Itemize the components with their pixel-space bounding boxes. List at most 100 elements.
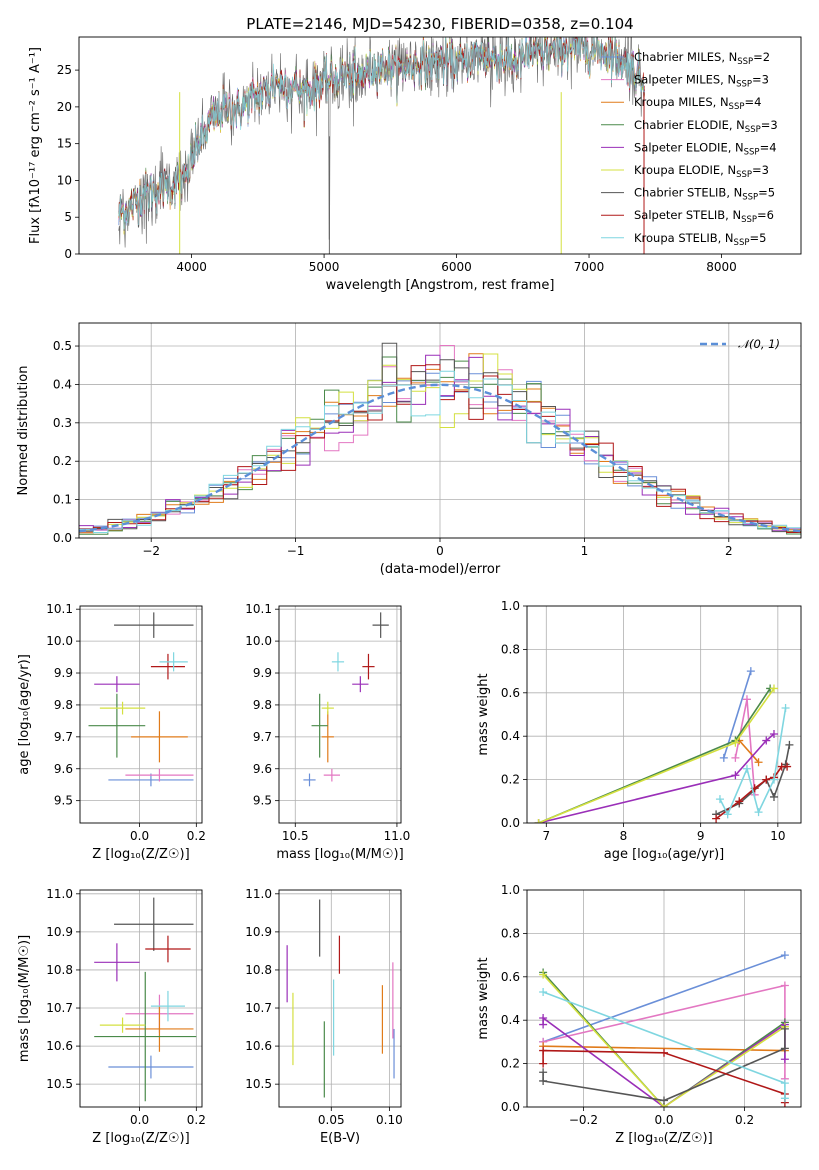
weight-series-5 <box>542 974 786 1107</box>
weight-marker-1-1 <box>742 695 751 704</box>
errorbar-point-7 <box>145 935 191 963</box>
x-tick-label-0: −0.2 <box>569 1113 598 1127</box>
y-tick-label-3: 9.8 <box>253 698 272 712</box>
y-tick-label-2: 10.7 <box>245 1001 272 1015</box>
age-vs-metallicity-panel: 0.0 0.2 9.5 9.6 9.7 9.8 9.9 10.0 10.1 Z [log₁₀(Z/… <box>17 602 206 862</box>
x-axis-label: Z [log₁₀(Z/Z☉)] <box>92 847 189 862</box>
weight-marker-4-1 <box>539 1014 548 1023</box>
x-tick-label-1: 0.2 <box>187 829 206 843</box>
weight-marker-4-2 <box>762 736 771 745</box>
x-tick-label-0: 0.05 <box>318 1113 345 1127</box>
weight-marker-6-1 <box>539 1076 548 1085</box>
weight-marker-2-1 <box>754 758 763 767</box>
y-tick-label-1: 10.6 <box>245 1039 272 1053</box>
errorbar-point-1 <box>323 768 340 782</box>
y-tick-label-5: 0.5 <box>53 339 72 353</box>
x-tick-label-3: 7000 <box>574 260 605 274</box>
weight-marker-8-1 <box>723 810 732 819</box>
weight-marker-7-1 <box>735 797 744 806</box>
errorbar-point-8 <box>150 990 185 1022</box>
errorbars <box>286 899 395 1098</box>
weight-marker-6-3 <box>769 792 778 801</box>
x-tick-label-1: 0.10 <box>376 1113 403 1127</box>
y-axis-label: Normed distribution <box>16 366 31 496</box>
errorbar-point-2 <box>125 1006 194 1052</box>
weight-marker-6-0 <box>539 1068 548 1077</box>
weight-marker-7-3 <box>762 775 771 784</box>
y-axis-label: mass weight <box>476 673 491 755</box>
model-spectrum-line-8 <box>118 37 645 230</box>
mass-vs-metallicity-panel: 0.0 0.2 10.5 10.6 10.7 10.8 10.9 11.0 Z [log₁₀(Z… <box>17 887 206 1146</box>
weight-marker-0-1 <box>780 951 789 960</box>
errorbar-point-5 <box>99 701 146 715</box>
errorbar-point-7 <box>150 653 185 680</box>
errorbar-point-6 <box>114 897 194 951</box>
histograms <box>79 342 801 535</box>
y-axis-label: mass weight <box>476 957 491 1039</box>
weight-marker-5-0 <box>534 819 543 823</box>
x-axis-label: wavelength [Angstrom, rest frame] <box>326 278 555 293</box>
y-tick-label-6: 10.1 <box>46 602 73 616</box>
x-tick-label-0: 0.0 <box>130 829 149 843</box>
y-tick-label-2: 9.7 <box>54 730 73 744</box>
y-tick-label-4: 20 <box>57 100 72 114</box>
weight-marker-4-1 <box>731 771 740 780</box>
x-tick-label-3: 1 <box>581 544 589 558</box>
errorbar-point-3 <box>88 693 146 758</box>
y-tick-label-3: 9.8 <box>54 698 73 712</box>
y-tick-label-5: 10.0 <box>245 634 272 648</box>
x-tick-label-1: 8 <box>620 829 628 843</box>
legend-entry-4: Salpeter ELODIE, NSSP=4 <box>634 140 777 157</box>
y-tick-label-1: 0.1 <box>53 493 72 507</box>
y-tick-label-5: 11.0 <box>46 887 73 901</box>
x-tick-label-3: 10 <box>770 829 785 843</box>
weight-marker-4-4 <box>780 1055 789 1064</box>
weight-marker-8-1 <box>780 1079 789 1088</box>
x-tick-label-1: 0.2 <box>187 1113 206 1127</box>
legend-entry-1: Salpeter MILES, NSSP=3 <box>634 73 769 90</box>
plot-frame <box>78 36 802 255</box>
weight-marker-8-3 <box>754 808 763 817</box>
x-tick-label-4: 2 <box>725 544 733 558</box>
y-tick-label-1: 9.6 <box>253 762 272 776</box>
weight-marker-8-2 <box>742 764 751 773</box>
y-tick-label-5: 10.0 <box>46 634 73 648</box>
weight-marker-8-0 <box>539 987 548 996</box>
x-axis-label: mass [log₁₀(M/M☉)] <box>276 847 403 862</box>
errorbar-point-0 <box>303 773 316 787</box>
plot-frame <box>78 322 802 539</box>
errorbar-point-4 <box>94 943 140 982</box>
errorbar-point-3 <box>94 971 197 1102</box>
y-axis-label: Flux [fλ10⁻¹⁷ erg cm⁻² s⁻¹ A⁻¹] <box>28 47 43 244</box>
x-tick-label-1: 11.0 <box>384 829 411 843</box>
y-tick-label-4: 10.9 <box>46 925 73 939</box>
y-tick-label-2: 0.4 <box>501 1013 520 1027</box>
plot-frame <box>79 889 203 1108</box>
y-tick-label-2: 10.7 <box>46 1001 73 1015</box>
y-tick-label-3: 10.8 <box>245 963 272 977</box>
y-tick-label-0: 10.5 <box>245 1077 272 1091</box>
x-tick-label-0: 7 <box>542 829 550 843</box>
weight-marker-6-2 <box>660 1096 668 1105</box>
legend-entry-2: Kroupa MILES, NSSP=4 <box>634 95 761 112</box>
legend-entry-0: Chabrier MILES, NSSP=2 <box>634 50 770 67</box>
y-axis-label: mass [log₁₀(M/M☉)] <box>17 935 32 1062</box>
plot-frame <box>278 889 402 1108</box>
y-tick-label-2: 9.7 <box>253 730 272 744</box>
weight-marker-6-3 <box>780 1044 789 1053</box>
weight-marker-0-1 <box>746 667 755 676</box>
weight-marker-5-0 <box>539 970 548 979</box>
y-tick-label-5: 1.0 <box>501 883 520 897</box>
x-tick-label-0: 0.0 <box>130 1113 149 1127</box>
weight-vs-age-panel: 7 8 9 10 0.0 0.2 0.4 0.6 0.8 1.0 age [log₁₀(age/yr… <box>476 599 802 862</box>
x-axis-label: E(B-V) <box>320 1131 360 1146</box>
weight-series-4 <box>538 733 775 823</box>
spectrum-panel: 4000 5000 6000 7000 8000 0 5 10 15 20 25 wavelength… <box>28 15 802 293</box>
weight-vs-metallicity-panel: −0.2 0.0 0.2 0.0 0.2 0.4 0.6 0.8 1.0 Z [log₁₀(Z/Z… <box>476 883 802 1146</box>
y-tick-label-0: 0.0 <box>53 531 72 545</box>
plot-frame <box>526 605 802 824</box>
weight-marker-0-0 <box>719 753 728 762</box>
y-tick-label-1: 0.2 <box>501 773 520 787</box>
y-tick-label-5: 1.0 <box>501 599 520 613</box>
chart-title: PLATE=2146, MJD=54230, FIBERID=0358, z=0… <box>246 15 633 33</box>
